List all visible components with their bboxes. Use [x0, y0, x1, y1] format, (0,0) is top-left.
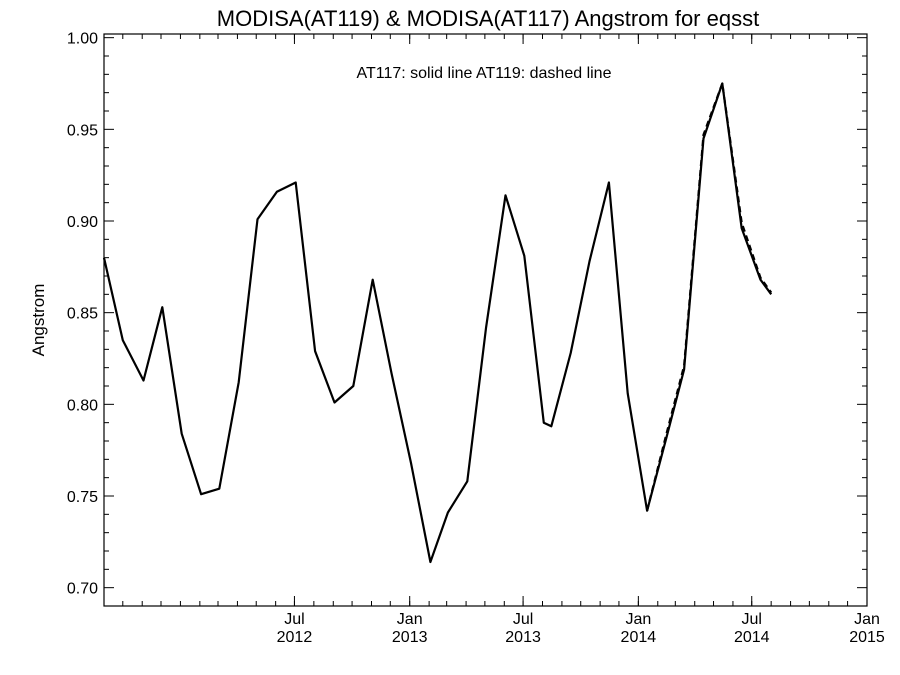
x-tick-month: Jul [284, 611, 304, 628]
x-tick-month: Jan [397, 611, 423, 628]
series-line-at117 [102, 82, 773, 564]
x-tick-year: 2014 [621, 629, 657, 646]
x-tick-month: Jan [854, 611, 880, 628]
x-tick-labels: Jul2012Jan2013Jul2013Jan2014Jul2014Jan20… [277, 611, 885, 646]
plot-frame [103, 33, 868, 607]
x-tick-year: 2013 [392, 629, 428, 646]
series-line-at119 [646, 82, 773, 511]
axis-ticks [103, 34, 868, 607]
y-tick-label: 0.85 [67, 306, 98, 323]
y-tick-label: 0.95 [67, 122, 98, 139]
y-tick-labels: 0.70 0.75 0.80 0.85 0.90 0.95 1.00 [67, 31, 98, 598]
y-tick-label: 0.90 [67, 214, 98, 231]
series-legend-note: AT117: solid line AT119: dashed line [357, 65, 612, 82]
y-tick-label: 0.75 [67, 489, 98, 506]
x-tick-month: Jan [625, 611, 651, 628]
x-tick-year: 2014 [734, 629, 770, 646]
x-tick-year: 2012 [277, 629, 313, 646]
y-tick-label: 0.70 [67, 581, 98, 598]
x-tick-year: 2015 [849, 629, 885, 646]
y-tick-label: 0.80 [67, 397, 98, 414]
x-tick-month: Jul [513, 611, 533, 628]
x-tick-month: Jul [742, 611, 762, 628]
chart-title: MODISA(AT119) & MODISA(AT117) Angstrom f… [217, 6, 759, 31]
series-layer [102, 82, 773, 564]
y-tick-label: 1.00 [67, 31, 98, 48]
x-tick-year: 2013 [505, 629, 541, 646]
y-axis-label: Angstrom [29, 284, 48, 357]
